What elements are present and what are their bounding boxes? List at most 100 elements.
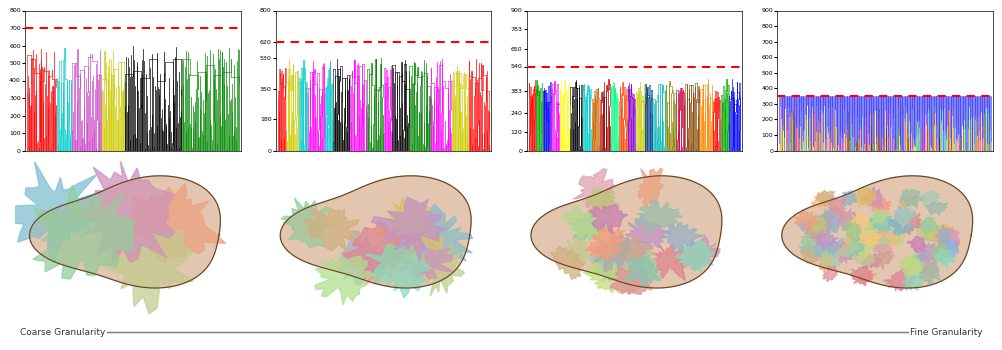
Polygon shape (935, 228, 960, 251)
Polygon shape (33, 185, 135, 279)
Polygon shape (588, 204, 627, 234)
Polygon shape (826, 206, 843, 222)
Polygon shape (857, 229, 881, 247)
Polygon shape (919, 260, 939, 284)
Polygon shape (822, 265, 837, 282)
Polygon shape (572, 169, 613, 215)
Polygon shape (623, 255, 659, 287)
Polygon shape (919, 261, 938, 278)
Polygon shape (899, 189, 924, 209)
Polygon shape (29, 176, 220, 288)
Polygon shape (619, 240, 657, 278)
Polygon shape (837, 241, 859, 257)
Polygon shape (857, 269, 876, 284)
Polygon shape (853, 233, 874, 255)
Polygon shape (921, 190, 939, 208)
Polygon shape (828, 197, 845, 217)
Polygon shape (794, 210, 819, 229)
Polygon shape (530, 176, 721, 288)
Polygon shape (371, 197, 447, 261)
Polygon shape (559, 205, 606, 239)
Polygon shape (860, 187, 883, 208)
Polygon shape (819, 256, 833, 273)
Polygon shape (824, 238, 844, 259)
Polygon shape (550, 246, 584, 280)
Polygon shape (800, 230, 821, 250)
Polygon shape (675, 240, 713, 272)
Polygon shape (816, 210, 835, 228)
Polygon shape (894, 205, 916, 226)
Polygon shape (398, 204, 472, 262)
Polygon shape (315, 255, 375, 305)
Polygon shape (337, 231, 388, 285)
Polygon shape (568, 214, 615, 242)
Polygon shape (811, 230, 838, 250)
Polygon shape (893, 206, 917, 229)
Polygon shape (887, 216, 915, 234)
Polygon shape (906, 236, 925, 252)
Polygon shape (281, 198, 335, 248)
Polygon shape (672, 237, 719, 270)
Polygon shape (395, 234, 453, 281)
Polygon shape (841, 218, 861, 242)
Polygon shape (588, 241, 638, 276)
Polygon shape (913, 244, 939, 265)
Polygon shape (939, 240, 956, 259)
Polygon shape (609, 234, 652, 266)
Text: Fine Granularity: Fine Granularity (910, 328, 982, 337)
Polygon shape (893, 213, 908, 236)
Polygon shape (838, 234, 865, 253)
Polygon shape (860, 217, 882, 236)
Polygon shape (901, 258, 921, 276)
Polygon shape (822, 212, 842, 234)
Polygon shape (919, 216, 938, 234)
Polygon shape (377, 197, 443, 268)
Polygon shape (303, 208, 362, 252)
Polygon shape (838, 209, 855, 230)
Polygon shape (823, 208, 839, 228)
Polygon shape (563, 239, 591, 264)
Polygon shape (808, 220, 838, 239)
Polygon shape (781, 176, 972, 288)
Polygon shape (280, 176, 471, 288)
Polygon shape (638, 168, 662, 206)
Polygon shape (611, 253, 656, 293)
Polygon shape (585, 224, 625, 259)
Polygon shape (873, 251, 892, 270)
Polygon shape (803, 219, 826, 242)
Polygon shape (609, 237, 647, 268)
Polygon shape (873, 231, 904, 251)
Polygon shape (922, 228, 938, 242)
Polygon shape (934, 225, 951, 246)
Polygon shape (851, 251, 875, 266)
Polygon shape (839, 190, 857, 206)
Polygon shape (869, 211, 896, 236)
Polygon shape (893, 268, 915, 287)
Polygon shape (811, 191, 832, 208)
Polygon shape (530, 176, 721, 288)
Polygon shape (814, 191, 834, 206)
Polygon shape (855, 186, 875, 208)
Polygon shape (871, 209, 890, 224)
Polygon shape (781, 176, 972, 288)
Polygon shape (799, 248, 821, 263)
Text: Coarse Granularity: Coarse Granularity (20, 328, 105, 337)
Polygon shape (813, 240, 837, 260)
Polygon shape (827, 252, 840, 268)
Polygon shape (119, 183, 225, 262)
Polygon shape (883, 271, 910, 291)
Polygon shape (934, 248, 954, 268)
Polygon shape (848, 213, 868, 230)
Polygon shape (860, 191, 882, 209)
Polygon shape (819, 252, 834, 267)
Polygon shape (0, 162, 106, 261)
Polygon shape (280, 176, 471, 288)
Polygon shape (649, 244, 684, 280)
Polygon shape (873, 244, 894, 258)
Polygon shape (936, 235, 958, 255)
Polygon shape (607, 265, 649, 295)
Polygon shape (365, 239, 432, 298)
Polygon shape (98, 222, 193, 314)
Polygon shape (897, 212, 920, 235)
Polygon shape (935, 229, 959, 249)
